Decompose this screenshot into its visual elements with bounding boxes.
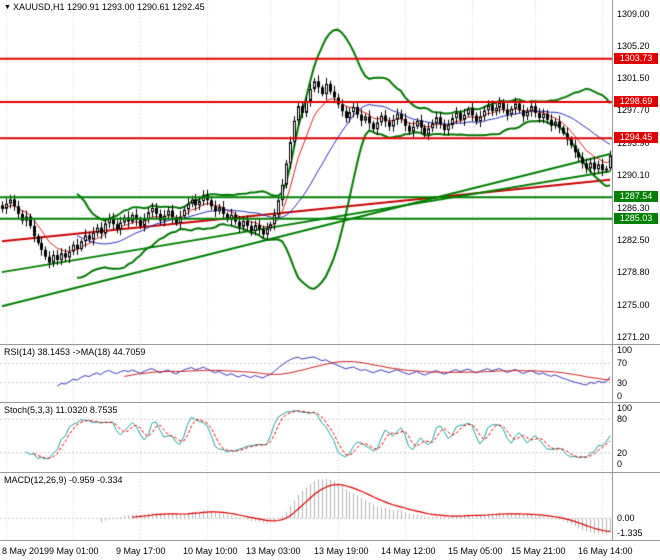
macd-axis: 0.00 -1.335 [612, 473, 660, 540]
axis-tick-label: 1282.50 [617, 235, 650, 246]
symbol-marker-icon: ▼ [4, 4, 11, 11]
rsi-canvas[interactable] [0, 345, 612, 401]
macd-panel: 0.00 -1.335 MACD(12,26,9) -0.959 -0.334 [0, 472, 660, 540]
time-axis-label: 16 May 14:00 [578, 546, 633, 556]
stochastic-axis: 100 80 20 0 [612, 403, 660, 472]
rsi-axis: 100 70 30 0 [612, 345, 660, 402]
axis-tick-label: 1271.20 [617, 332, 650, 343]
price-level-label: 1285.03 [614, 212, 658, 224]
axis-tick-label: 100 [617, 403, 633, 413]
axis-tick-label: -1.335 [617, 528, 643, 538]
axis-tick-label: 0.00 [617, 513, 635, 524]
axis-tick-label: 20 [617, 447, 628, 458]
axis-tick-label: 1286.30 [617, 202, 650, 213]
axis-tick-label: 0 [617, 391, 623, 401]
stochastic-panel: 100 80 20 0 Stoch(5,3,3) 11.0320 8.7535 [0, 402, 660, 472]
rsi-label: RSI(14) 38.1453 ->MA(18) 44.7059 [4, 347, 146, 357]
chart-title: ▼ XAUUSD,H1 1290.91 1293.00 1290.61 1292.… [4, 2, 205, 12]
axis-tick-label: 1290.10 [617, 170, 650, 181]
time-axis-label: 9 May 17:00 [116, 546, 166, 556]
price-chart-canvas[interactable] [0, 0, 612, 344]
axis-tick-label: 80 [617, 414, 628, 425]
axis-tick-label: 1301.50 [617, 72, 650, 83]
price-level-label: 1294.45 [614, 132, 658, 144]
axis-tick-label: 1309.00 [617, 8, 650, 19]
time-axis-label: 15 May 05:00 [448, 546, 503, 556]
axis-tick-label: 100 [617, 345, 633, 355]
price-level-label: 1298.69 [614, 95, 658, 107]
price-level-label: 1287.54 [614, 191, 658, 203]
axis-tick-label: 1275.00 [617, 299, 650, 310]
rsi-panel: 100 70 30 0 RSI(14) 38.1453 ->MA(18) 44.705… [0, 344, 660, 402]
macd-canvas[interactable] [0, 473, 612, 539]
time-axis[interactable]: 8 May 2019 9 May 01:00 9 May 17:00 10 May 1… [0, 540, 660, 560]
stochastic-label: Stoch(5,3,3) 11.0320 8.7535 [4, 405, 118, 415]
time-axis-label: 10 May 10:00 [183, 546, 238, 556]
time-axis-label: 13 May 03:00 [246, 546, 301, 556]
macd-label: MACD(12,26,9) -0.959 -0.334 [4, 475, 123, 485]
axis-tick-label: 0 [617, 459, 623, 469]
time-axis-label: 8 May 2019 [2, 546, 50, 556]
price-level-label: 1303.73 [614, 52, 658, 64]
axis-tick-label: 1297.70 [617, 105, 650, 116]
stochastic-canvas[interactable] [0, 403, 612, 471]
axis-tick-label: 1305.20 [617, 41, 650, 52]
axis-tick-label: 30 [617, 377, 628, 388]
time-axis-label: 13 May 19:00 [314, 546, 369, 556]
time-axis-label: 9 May 01:00 [49, 546, 99, 556]
main-chart-panel: 1309.001305.201301.501297.701293.901290.… [0, 0, 660, 344]
time-axis-label: 15 May 21:00 [511, 546, 566, 556]
axis-tick-label: 70 [617, 358, 628, 369]
axis-tick-label: 1278.80 [617, 267, 650, 278]
price-axis[interactable]: 1309.001305.201301.501297.701293.901290.… [612, 0, 660, 344]
time-axis-label: 14 May 12:00 [381, 546, 436, 556]
chart-title-text: XAUUSD,H1 1290.91 1293.00 1290.61 1292.4… [12, 2, 205, 12]
